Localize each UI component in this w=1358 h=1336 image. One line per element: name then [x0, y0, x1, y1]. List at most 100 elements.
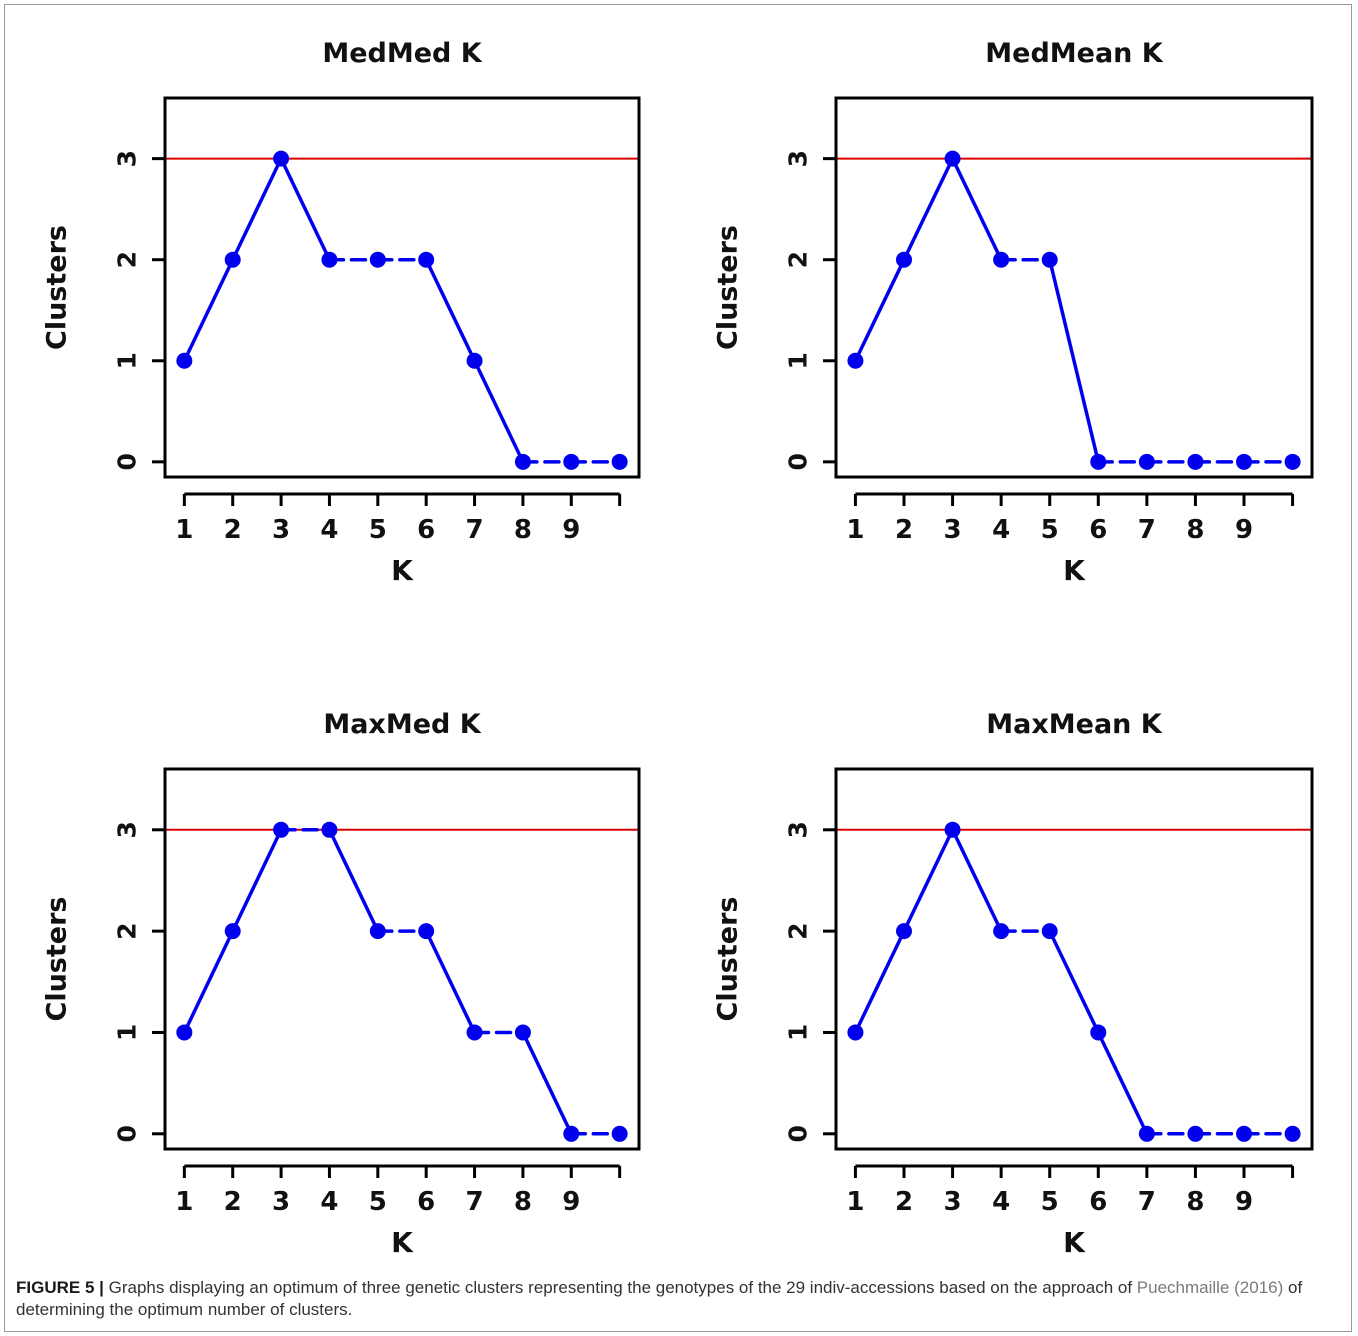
x-tick-label: 9: [562, 1187, 580, 1217]
x-tick-label: 6: [417, 1187, 435, 1217]
data-point: [1284, 453, 1301, 470]
y-axis-label: Clusters: [42, 897, 73, 1022]
y-tick-label: 2: [113, 922, 142, 939]
caption-reference-link[interactable]: Puechmaille (2016): [1136, 1278, 1284, 1297]
data-point: [993, 251, 1010, 268]
y-tick-label: 0: [784, 1125, 813, 1142]
plot-frame: [834, 96, 1314, 479]
series-segment: [950, 156, 1003, 262]
x-tick-label: 4: [992, 1187, 1010, 1217]
x-tick-label: 9: [562, 515, 580, 545]
data-point: [1041, 923, 1058, 940]
y-tick-label: 2: [113, 251, 142, 268]
data-point: [369, 923, 386, 940]
data-point: [563, 1125, 580, 1142]
data-point: [847, 352, 864, 369]
data-point: [1041, 251, 1058, 268]
data-point: [224, 251, 241, 268]
x-tick-label: 6: [1089, 1187, 1107, 1217]
x-tick-label: 5: [369, 1187, 387, 1217]
x-tick-label: 3: [944, 515, 962, 545]
x-tick-label: 2: [224, 515, 242, 545]
x-axis-label: K: [391, 554, 414, 587]
series-segment: [853, 257, 906, 363]
x-tick-label: 5: [369, 515, 387, 545]
x-tick-label: 1: [846, 1187, 864, 1217]
data-point: [1090, 1024, 1107, 1041]
data-point: [1236, 1125, 1252, 1142]
figure-frame: [4, 4, 1352, 1332]
x-tick-label: 2: [224, 1187, 242, 1217]
data-point: [611, 1125, 628, 1142]
data-point: [1187, 453, 1204, 470]
x-tick-label: 5: [1041, 515, 1059, 545]
y-tick-label: 0: [113, 1125, 142, 1142]
data-point: [993, 923, 1010, 940]
data-point: [1187, 1125, 1204, 1142]
series-segment: [1047, 929, 1101, 1035]
y-tick-label: 1: [784, 1024, 813, 1041]
data-point: [418, 923, 435, 940]
series-segment: [950, 828, 1003, 933]
series-segment: [327, 828, 380, 933]
series-segment: [182, 929, 235, 1035]
y-axis-label: Clusters: [713, 225, 744, 350]
y-tick-label: 1: [113, 352, 142, 369]
caption-label: FIGURE 5 |: [16, 1278, 104, 1297]
x-tick-label: 1: [846, 515, 864, 545]
x-tick-label: 3: [944, 1187, 962, 1217]
plot-frame: [163, 96, 641, 479]
chart-title: MaxMed K: [323, 709, 481, 740]
x-tick-label: 8: [1186, 515, 1204, 545]
data-point: [321, 251, 338, 268]
data-point: [847, 1024, 864, 1041]
x-tick-label: 4: [320, 515, 338, 545]
data-point: [896, 251, 912, 268]
x-tick-label: 1: [175, 1187, 193, 1217]
data-point: [273, 150, 290, 167]
data-point: [514, 453, 531, 470]
x-tick-label: 8: [514, 515, 532, 545]
series-segment: [424, 929, 477, 1035]
x-tick-label: 4: [992, 515, 1010, 545]
x-tick-label: 3: [272, 515, 290, 545]
y-tick-label: 1: [784, 352, 813, 369]
y-axis-label: Clusters: [713, 897, 744, 1022]
x-tick-label: 8: [1186, 1187, 1204, 1217]
data-point: [611, 453, 628, 470]
y-tick-label: 3: [113, 821, 142, 838]
series-segment: [853, 929, 906, 1035]
series-segment: [902, 828, 955, 933]
x-axis-label: K: [391, 1226, 414, 1259]
caption-text-2: of determining the optimum number of clu…: [16, 1278, 1303, 1319]
series-segment: [1047, 257, 1101, 464]
x-tick-label: 7: [1138, 515, 1156, 545]
y-tick-label: 3: [113, 150, 142, 167]
x-tick-label: 3: [272, 1187, 290, 1217]
x-tick-label: 9: [1235, 1187, 1253, 1217]
x-tick-label: 1: [175, 515, 193, 545]
x-tick-label: 6: [417, 515, 435, 545]
y-axis-label: Clusters: [42, 225, 73, 350]
data-point: [1138, 1125, 1155, 1142]
y-tick-label: 0: [113, 453, 142, 470]
data-point: [1090, 453, 1107, 470]
data-point: [944, 150, 961, 167]
x-tick-label: 8: [514, 1187, 532, 1217]
plot-frame: [163, 767, 641, 1151]
chart-title: MaxMean K: [986, 709, 1163, 740]
figure-caption: FIGURE 5 | Graphs displaying an optimum …: [16, 1277, 1341, 1321]
series-segment: [1096, 1030, 1149, 1136]
x-tick-label: 7: [466, 515, 484, 545]
x-tick-label: 2: [895, 1187, 913, 1217]
y-tick-label: 3: [784, 150, 813, 167]
x-tick-label: 7: [466, 1187, 484, 1217]
series-segment: [902, 156, 955, 262]
x-tick-label: 2: [895, 515, 913, 545]
series-segment: [230, 828, 283, 933]
series-segment: [424, 257, 477, 363]
caption-text-1: Graphs displaying an optimum of three ge…: [103, 1278, 1137, 1297]
